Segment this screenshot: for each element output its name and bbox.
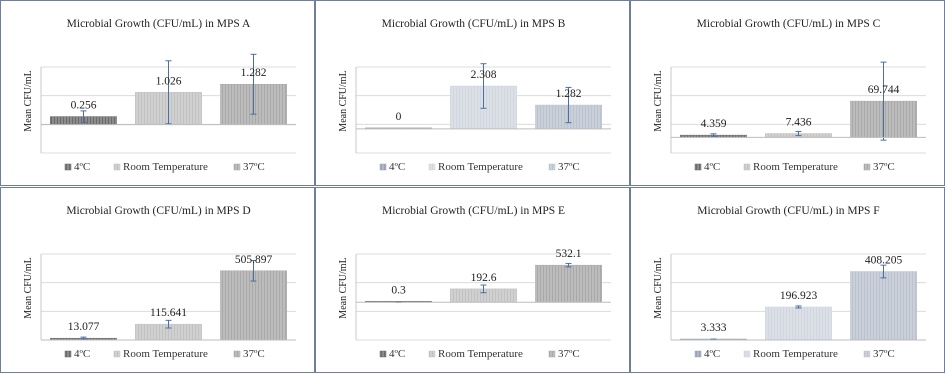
chart-svg-d: Microbial Growth (CFU/mL) in MPS D Mean C… [1, 188, 316, 374]
legend: 4ºC Room Temperature 37ºC [695, 161, 895, 173]
data-label-room-temperature: 1.026 [156, 75, 182, 87]
legend-swatch-37c [234, 351, 240, 357]
legend-swatch-37c [549, 351, 555, 357]
chart-panel-e: Microbial Growth (CFU/mL) in MPS E Mean C… [315, 187, 630, 373]
data-label-4c: 0.3 [391, 284, 406, 296]
y-axis-label: Mean CFU/mL [23, 70, 34, 131]
legend-label-4c: 4ºC [74, 348, 90, 360]
data-label-room-temperature: 196.923 [780, 290, 818, 302]
chart-title: Microbial Growth (CFU/mL) in MPS C [697, 18, 881, 30]
legend-swatch-4c [65, 164, 71, 170]
legend-swatch-room-temperature [429, 164, 435, 170]
data-label-37c: 1.282 [241, 67, 267, 79]
data-label-37c: 1.282 [556, 88, 582, 100]
legend: 4ºC Room Temperature 37ºC [65, 348, 265, 360]
legend-swatch-room-temperature [744, 351, 750, 357]
data-label-4c: 0.256 [71, 100, 97, 112]
bar-room-temperature [765, 307, 831, 340]
legend-label-4c: 4ºC [704, 161, 720, 173]
legend-swatch-4c [380, 351, 386, 357]
y-axis-label: Mean CFU/mL [338, 257, 349, 318]
legend-label-room-temperature: Room Temperature [753, 161, 838, 173]
data-label-4c: 0 [396, 111, 402, 123]
chart-title: Microbial Growth (CFU/mL) in MPS E [382, 205, 565, 217]
y-axis-label: Mean CFU/mL [338, 70, 349, 131]
chart-panel-d: Microbial Growth (CFU/mL) in MPS D Mean C… [0, 187, 315, 373]
chart-svg-e: Microbial Growth (CFU/mL) in MPS E Mean C… [316, 188, 631, 374]
data-label-room-temperature: 2.308 [471, 69, 497, 81]
legend: 4ºC Room Temperature 37ºC [380, 348, 580, 360]
chart-svg-c: Microbial Growth (CFU/mL) in MPS C Mean C… [631, 1, 945, 187]
legend-label-room-temperature: Room Temperature [123, 161, 208, 173]
data-label-room-temperature: 192.6 [471, 272, 497, 284]
chart-panel-f: Microbial Growth (CFU/mL) in MPS F Mean C… [630, 187, 945, 373]
legend-swatch-4c [695, 351, 701, 357]
legend-label-37c: 37ºC [243, 161, 265, 173]
data-label-4c: 4.359 [701, 118, 727, 130]
chart-title: Microbial Growth (CFU/mL) in MPS D [66, 205, 250, 217]
legend-label-room-temperature: Room Temperature [438, 161, 523, 173]
chart-svg-a: Microbial Growth (CFU/mL) in MPS A Mean C… [1, 1, 316, 187]
chart-title: Microbial Growth (CFU/mL) in MPS B [382, 18, 566, 30]
legend-label-room-temperature: Room Temperature [438, 348, 523, 360]
legend-swatch-room-temperature [744, 164, 750, 170]
legend-label-37c: 37ºC [558, 348, 580, 360]
y-axis-label: Mean CFU/mL [653, 70, 664, 131]
chart-title: Microbial Growth (CFU/mL) in MPS F [697, 205, 879, 217]
legend-swatch-4c [380, 164, 386, 170]
chart-panel-b: Microbial Growth (CFU/mL) in MPS B Mean C… [315, 0, 630, 186]
data-label-37c: 408.205 [865, 255, 903, 267]
legend-label-37c: 37ºC [873, 161, 895, 173]
bar-37c [850, 272, 916, 340]
legend-swatch-room-temperature [114, 164, 120, 170]
legend-label-room-temperature: Room Temperature [753, 348, 838, 360]
legend-swatch-37c [234, 164, 240, 170]
legend-label-37c: 37ºC [243, 348, 265, 360]
data-label-room-temperature: 115.641 [150, 307, 187, 319]
legend-label-4c: 4ºC [389, 161, 405, 173]
legend-swatch-room-temperature [114, 351, 120, 357]
data-label-37c: 505.897 [235, 254, 273, 266]
data-label-4c: 3.333 [701, 322, 727, 334]
legend-swatch-4c [695, 164, 701, 170]
legend-label-37c: 37ºC [558, 161, 580, 173]
bar-37c [535, 265, 601, 302]
legend: 4ºC Room Temperature 37ºC [65, 161, 265, 173]
chart-svg-b: Microbial Growth (CFU/mL) in MPS B Mean C… [316, 1, 631, 187]
data-label-37c: 69.744 [868, 84, 900, 96]
chart-title: Microbial Growth (CFU/mL) in MPS A [67, 18, 251, 30]
data-label-room-temperature: 7.436 [786, 117, 812, 129]
chart-panel-a: Microbial Growth (CFU/mL) in MPS A Mean C… [0, 0, 315, 186]
legend-label-4c: 4ºC [389, 348, 405, 360]
chart-panel-c: Microbial Growth (CFU/mL) in MPS C Mean C… [630, 0, 945, 186]
data-label-37c: 532.1 [556, 248, 582, 260]
legend-label-4c: 4ºC [704, 348, 720, 360]
data-label-4c: 13.077 [68, 321, 100, 333]
legend-swatch-37c [864, 164, 870, 170]
legend-swatch-37c [864, 351, 870, 357]
legend: 4ºC Room Temperature 37ºC [380, 161, 580, 173]
legend: 4ºC Room Temperature 37ºC [695, 348, 895, 360]
legend-swatch-37c [549, 164, 555, 170]
legend-swatch-4c [65, 351, 71, 357]
legend-swatch-room-temperature [429, 351, 435, 357]
y-axis-label: Mean CFU/mL [653, 257, 664, 318]
chart-svg-f: Microbial Growth (CFU/mL) in MPS F Mean C… [631, 188, 945, 374]
legend-label-37c: 37ºC [873, 348, 895, 360]
legend-label-4c: 4ºC [74, 161, 90, 173]
legend-label-room-temperature: Room Temperature [123, 348, 208, 360]
y-axis-label: Mean CFU/mL [23, 257, 34, 318]
